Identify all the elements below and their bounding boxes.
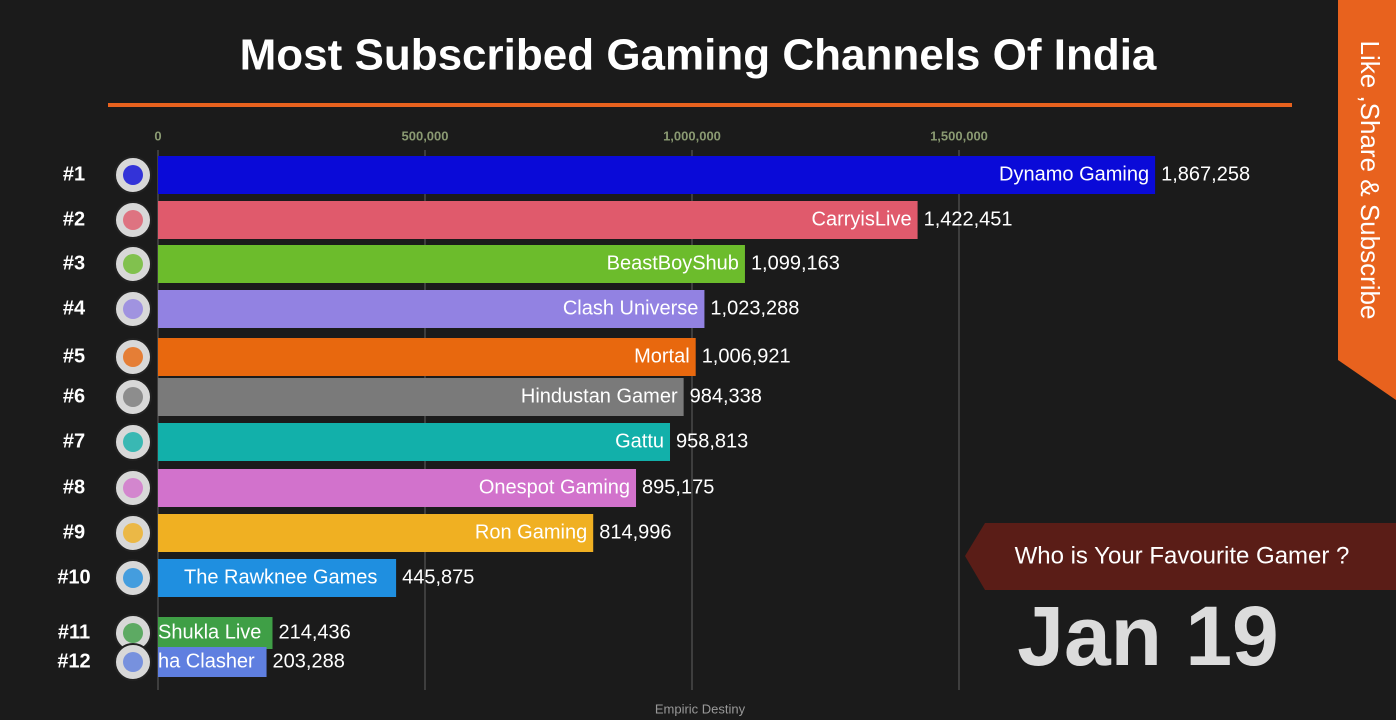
bar <box>158 156 1156 194</box>
rank-label: #2 <box>63 208 85 230</box>
avatar-face <box>123 523 143 543</box>
rank-label: #3 <box>63 252 85 274</box>
avatar-face <box>123 387 143 407</box>
bar <box>158 469 637 507</box>
question-box <box>965 523 1396 590</box>
bar-name: Onespot Gaming <box>479 476 630 498</box>
bar-name: Clash Universe <box>563 297 699 319</box>
bar-name: The Rawknee Games <box>184 566 377 588</box>
banner-shape <box>1338 0 1396 400</box>
avatar-face <box>123 165 143 185</box>
avatar-face <box>123 254 143 274</box>
banner-text: Like ,Share & Subscribe <box>1355 41 1385 320</box>
rank-label: #8 <box>63 476 85 498</box>
bar <box>158 378 684 416</box>
bar <box>158 338 696 376</box>
rank-label: #9 <box>63 521 85 543</box>
question-text: Who is Your Favourite Gamer ? <box>1015 542 1350 569</box>
value-label: 1,422,451 <box>924 208 1013 230</box>
chart-title: Most Subscribed Gaming Channels Of India <box>240 31 1157 80</box>
rank-label: #10 <box>57 566 90 588</box>
x-tick-label: 1,500,000 <box>930 128 988 143</box>
rank-label: #5 <box>63 345 85 367</box>
bar-name: Shukla Live <box>158 621 261 643</box>
avatar-face <box>123 568 143 588</box>
value-label: 1,867,258 <box>1161 163 1250 185</box>
bar <box>158 201 918 239</box>
avatar-face <box>123 478 143 498</box>
bar <box>158 617 273 649</box>
rank-label: #11 <box>58 621 90 643</box>
value-label: 1,006,921 <box>702 345 791 367</box>
rank-label: #1 <box>63 163 85 185</box>
bar <box>158 423 671 461</box>
value-label: 1,023,288 <box>710 297 799 319</box>
value-label: 1,099,163 <box>751 252 840 274</box>
avatar-face <box>123 432 143 452</box>
rank-label: #12 <box>57 650 90 672</box>
value-label: 214,436 <box>279 621 351 643</box>
bar-name: Ron Gaming <box>475 521 587 543</box>
bar-name: Dynamo Gaming <box>999 163 1149 185</box>
value-label: 984,338 <box>690 385 762 407</box>
bar-name: BeastBoyShub <box>607 252 739 274</box>
bar-name: Gattu <box>615 430 664 452</box>
bar-name: Hindustan Gamer <box>521 385 678 407</box>
bars: #1 Dynamo Gaming 1,867,258 #2 CarryisLive 1,4… <box>57 156 1250 681</box>
x-tick-label: 0 <box>154 128 161 143</box>
bar <box>158 647 267 677</box>
bar-name: CarryisLive <box>812 208 912 230</box>
bar-name: Mortal <box>634 345 690 367</box>
bar <box>158 559 397 597</box>
rank-label: #7 <box>63 430 85 452</box>
avatar-face <box>123 652 143 672</box>
bar <box>158 245 745 283</box>
date-label: Jan 19 <box>1017 589 1279 683</box>
avatar-face <box>123 623 143 643</box>
watermark: Empiric Destiny <box>655 701 746 716</box>
avatar-face <box>123 210 143 230</box>
bar <box>158 514 594 552</box>
value-label: 958,813 <box>676 430 748 452</box>
grid: 0 500,000 1,000,000 1,500,000 <box>154 128 988 690</box>
value-label: 814,996 <box>599 521 671 543</box>
bar-name: ha Clasher <box>158 650 255 672</box>
x-tick-label: 1,000,000 <box>663 128 721 143</box>
avatar-face <box>123 299 143 319</box>
avatar-face <box>123 347 143 367</box>
value-label: 445,875 <box>402 566 474 588</box>
x-tick-label: 500,000 <box>402 128 449 143</box>
rank-label: #6 <box>63 385 85 407</box>
value-label: 203,288 <box>273 650 345 672</box>
bar <box>158 290 705 328</box>
rank-label: #4 <box>63 297 86 319</box>
value-label: 895,175 <box>642 476 714 498</box>
